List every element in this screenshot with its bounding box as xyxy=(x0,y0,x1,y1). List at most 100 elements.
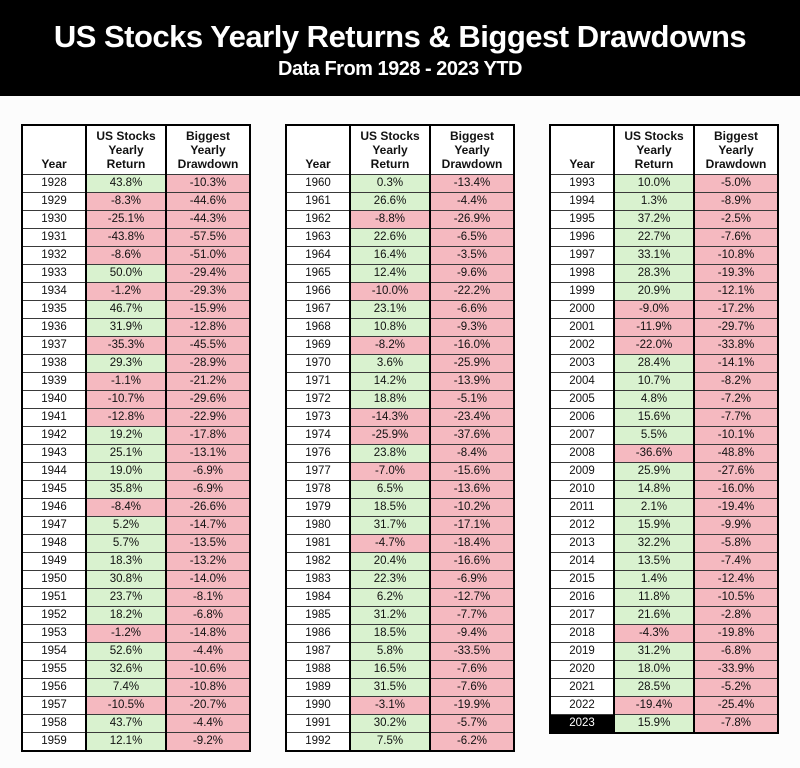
return-cell: 10.0% xyxy=(613,174,695,194)
return-cell: -8.8% xyxy=(349,210,431,230)
return-cell: -14.3% xyxy=(349,408,431,428)
drawdown-cell: -17.8% xyxy=(165,426,251,446)
returns-table-1993-2023: Year US Stocks Yearly Return Biggest Yearl… xyxy=(549,124,779,734)
drawdown-cell: -9.4% xyxy=(429,624,515,644)
year-cell: 1983 xyxy=(285,570,351,590)
year-cell: 2003 xyxy=(549,354,615,374)
drawdown-cell: -9.2% xyxy=(165,732,251,752)
table-row: 1937 -35.3% -45.5% xyxy=(21,336,251,356)
drawdown-cell: -10.3% xyxy=(165,174,251,194)
year-cell: 2011 xyxy=(549,498,615,518)
table-row: 1982 20.4% -16.6% xyxy=(285,552,515,572)
drawdown-cell: -26.9% xyxy=(429,210,515,230)
year-column-header: Year xyxy=(285,124,351,176)
drawdown-cell: -13.5% xyxy=(165,534,251,554)
table-row: 2020 18.0% -33.9% xyxy=(549,660,779,680)
year-cell: 2018 xyxy=(549,624,615,644)
drawdown-cell: -14.7% xyxy=(165,516,251,536)
return-cell: 11.8% xyxy=(613,588,695,608)
table-row: 1985 31.2% -7.7% xyxy=(285,606,515,626)
drawdown-cell: -9.3% xyxy=(429,318,515,338)
drawdown-cell: -29.7% xyxy=(693,318,779,338)
table-row: 1944 19.0% -6.9% xyxy=(21,462,251,482)
drawdown-cell: -51.0% xyxy=(165,246,251,266)
table-row: 1934 -1.2% -29.3% xyxy=(21,282,251,302)
year-cell: 1945 xyxy=(21,480,87,500)
year-cell: 2022 xyxy=(549,696,615,716)
year-cell: 1932 xyxy=(21,246,87,266)
year-cell: 1987 xyxy=(285,642,351,662)
drawdown-cell: -10.1% xyxy=(693,426,779,446)
return-cell: 22.3% xyxy=(349,570,431,590)
table-row: 2021 28.5% -5.2% xyxy=(549,678,779,698)
year-cell: 1991 xyxy=(285,714,351,734)
year-column-header: Year xyxy=(21,124,87,176)
table-row: 1936 31.9% -12.8% xyxy=(21,318,251,338)
table-row: 2016 11.8% -10.5% xyxy=(549,588,779,608)
table-row: 2002 -22.0% -33.8% xyxy=(549,336,779,356)
return-cell: 22.7% xyxy=(613,228,695,248)
table-row: 2007 5.5% -10.1% xyxy=(549,426,779,446)
drawdown-cell: -8.4% xyxy=(429,444,515,464)
table-row: 1948 5.7% -13.5% xyxy=(21,534,251,554)
drawdown-cell: -19.3% xyxy=(693,264,779,284)
table-row: 2004 10.7% -8.2% xyxy=(549,372,779,392)
drawdown-cell: -21.2% xyxy=(165,372,251,392)
return-cell: 1.4% xyxy=(613,570,695,590)
drawdown-cell: -12.4% xyxy=(693,570,779,590)
table-row: 1954 52.6% -4.4% xyxy=(21,642,251,662)
drawdown-column-header: Biggest Yearly Drawdown xyxy=(693,124,779,176)
return-cell: 50.0% xyxy=(85,264,167,284)
year-cell: 1949 xyxy=(21,552,87,572)
returns-table-1960-1992: Year US Stocks Yearly Return Biggest Yearl… xyxy=(285,124,515,752)
year-cell: 1968 xyxy=(285,318,351,338)
drawdown-cell: -2.5% xyxy=(693,210,779,230)
table-row: 1929 -8.3% -44.6% xyxy=(21,192,251,212)
table-row: 1946 -8.4% -26.6% xyxy=(21,498,251,518)
drawdown-column-header: Biggest Yearly Drawdown xyxy=(429,124,515,176)
drawdown-cell: -22.9% xyxy=(165,408,251,428)
table-row: 1970 3.6% -25.9% xyxy=(285,354,515,374)
drawdown-cell: -4.4% xyxy=(165,714,251,734)
table-row: 1964 16.4% -3.5% xyxy=(285,246,515,266)
year-cell: 1953 xyxy=(21,624,87,644)
return-cell: 13.5% xyxy=(613,552,695,572)
year-cell: 1951 xyxy=(21,588,87,608)
table-row: 1976 23.8% -8.4% xyxy=(285,444,515,464)
year-cell: 1939 xyxy=(21,372,87,392)
drawdown-cell: -45.5% xyxy=(165,336,251,356)
drawdown-cell: -57.5% xyxy=(165,228,251,248)
drawdown-cell: -29.3% xyxy=(165,282,251,302)
return-cell: 2.1% xyxy=(613,498,695,518)
drawdown-cell: -10.5% xyxy=(693,588,779,608)
table-row: 1999 20.9% -12.1% xyxy=(549,282,779,302)
year-cell: 2023 xyxy=(549,714,615,734)
year-cell: 2004 xyxy=(549,372,615,392)
year-cell: 2008 xyxy=(549,444,615,464)
year-cell: 2021 xyxy=(549,678,615,698)
drawdown-cell: -18.4% xyxy=(429,534,515,554)
year-cell: 2010 xyxy=(549,480,615,500)
table-row: 1943 25.1% -13.1% xyxy=(21,444,251,464)
return-cell: 30.2% xyxy=(349,714,431,734)
table-row: 2022 -19.4% -25.4% xyxy=(549,696,779,716)
table-row: 1987 5.8% -33.5% xyxy=(285,642,515,662)
table-row: 1933 50.0% -29.4% xyxy=(21,264,251,284)
year-cell: 1967 xyxy=(285,300,351,320)
drawdown-cell: -6.2% xyxy=(429,732,515,752)
return-cell: -35.3% xyxy=(85,336,167,356)
drawdown-cell: -15.9% xyxy=(165,300,251,320)
return-cell: 28.3% xyxy=(613,264,695,284)
table-row: 1998 28.3% -19.3% xyxy=(549,264,779,284)
table-row: 1980 31.7% -17.1% xyxy=(285,516,515,536)
return-cell: 5.8% xyxy=(349,642,431,662)
year-cell: 1978 xyxy=(285,480,351,500)
year-cell: 1985 xyxy=(285,606,351,626)
header-row: Year US Stocks Yearly Return Biggest Yearl… xyxy=(285,124,515,176)
year-cell: 2000 xyxy=(549,300,615,320)
year-cell: 1934 xyxy=(21,282,87,302)
year-cell: 1955 xyxy=(21,660,87,680)
return-column-header: US Stocks Yearly Return xyxy=(85,124,167,176)
table-row: 1990 -3.1% -19.9% xyxy=(285,696,515,716)
table-row: 1950 30.8% -14.0% xyxy=(21,570,251,590)
